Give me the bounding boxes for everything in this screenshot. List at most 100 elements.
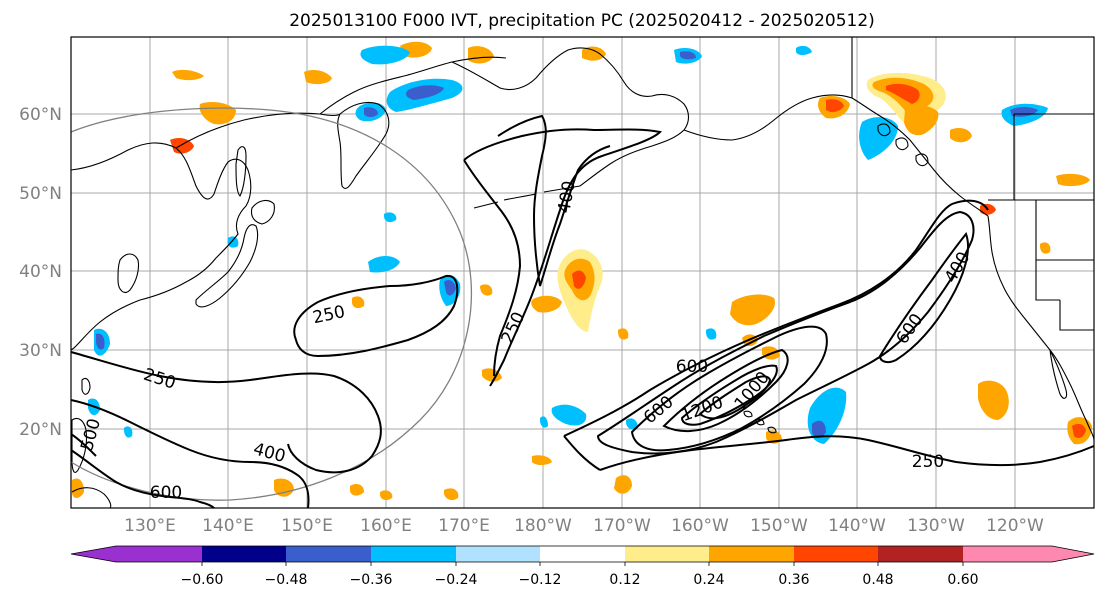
coastline-alaska-peninsula bbox=[683, 94, 853, 141]
coastline-sakhalin bbox=[235, 146, 247, 197]
coastline-japan-honshu bbox=[195, 224, 259, 308]
coastline-na-west bbox=[987, 215, 1095, 441]
precip-pos-gulf-alaska-peak bbox=[886, 83, 920, 104]
precip-pos-160e-20n bbox=[380, 490, 393, 501]
lon-label-120w: 120°W bbox=[986, 516, 1044, 536]
lon-label-130w: 130°W bbox=[907, 516, 965, 536]
precip-pos-170w-33n bbox=[618, 328, 629, 340]
lat-label-40n: 40°N bbox=[19, 262, 62, 282]
ivt-contour-400-southwest bbox=[70, 399, 310, 509]
colorbar-label-3: −0.36 bbox=[350, 572, 393, 588]
ivt-contour-250-trough-west bbox=[463, 159, 522, 377]
colorbar-label-4: −0.24 bbox=[435, 572, 478, 588]
precip-neg-170e-40n-core bbox=[444, 280, 456, 296]
precip-neg-160w-68n-b bbox=[796, 45, 812, 55]
ivt-contour-250-main-ar-close bbox=[563, 435, 601, 471]
precip-pos-150w-35n bbox=[730, 294, 776, 326]
longitude-labels: 130°E 140°E 150°E 160°E 170°E 180°W 170°… bbox=[124, 516, 1044, 536]
precip-neg-125e-25n-b bbox=[124, 426, 133, 438]
precip-neg-165w-28n bbox=[706, 328, 717, 340]
colorbar-segment-5 bbox=[456, 546, 540, 562]
colorbar-label-9: 0.48 bbox=[862, 572, 893, 588]
precip-pos-135e-55n bbox=[170, 138, 194, 154]
ivt-contour-250-trough bbox=[463, 128, 663, 387]
contour-label-600-southwest: 600 bbox=[150, 483, 182, 503]
colorbar-tick-labels: −0.60 −0.48 −0.36 −0.24 −0.12 0.12 0.24 … bbox=[181, 572, 979, 588]
colorbar-segment-10 bbox=[878, 546, 963, 562]
ivt-contour-600-main-ar bbox=[630, 325, 828, 452]
coastline-alaska-west bbox=[579, 53, 690, 187]
precip-neg-140w-22n-core bbox=[812, 420, 826, 438]
precip-pos-150e-67n bbox=[304, 70, 332, 85]
coastline-siberia-north bbox=[319, 56, 507, 115]
precip-neg-155e-45n bbox=[384, 212, 397, 223]
contour-label-250-ar-south: 250 bbox=[912, 452, 944, 472]
precip-pos-150e-35n bbox=[352, 296, 365, 309]
colorbar-segment-7 bbox=[625, 546, 709, 562]
precip-neg-130w-58n bbox=[859, 117, 898, 160]
colorbar-segment-4 bbox=[371, 546, 456, 562]
precip-pos-165w-15n bbox=[614, 475, 632, 494]
ivt-contour-400-main-ar bbox=[596, 210, 975, 455]
ivt-contour-800-core bbox=[698, 375, 772, 420]
precip-neg-160w-68n-core bbox=[680, 51, 696, 60]
colorbar-label-1: −0.60 bbox=[181, 572, 224, 588]
great-circle-arc bbox=[70, 107, 473, 501]
lon-label-130e: 130°E bbox=[124, 516, 176, 536]
precip-neg-170w-20n bbox=[626, 418, 638, 430]
colorbar-segment-3 bbox=[286, 546, 371, 562]
map-area: 250 250 250 250 400 400 400 600 600 600 … bbox=[70, 36, 1095, 509]
lon-label-170w: 170°W bbox=[593, 516, 651, 536]
coastline-baja bbox=[1049, 349, 1068, 399]
coastlines bbox=[70, 37, 1095, 509]
precip-pos-135e-67n bbox=[172, 69, 204, 81]
lon-label-170e: 170°E bbox=[438, 516, 490, 536]
coastline-borneo-north bbox=[71, 487, 112, 509]
colorbar-segment-8 bbox=[709, 546, 794, 562]
precip-pos-145e-15n bbox=[274, 478, 294, 497]
ivt-contour-250-southwest bbox=[70, 351, 382, 474]
colorbar-outline bbox=[70, 545, 1095, 563]
precip-neg-158e-57n-core bbox=[364, 107, 378, 117]
coastline-japan-hokkaido bbox=[250, 199, 275, 225]
precip-neg-180-22n bbox=[540, 416, 548, 428]
precip-pos-dateline-fringe bbox=[531, 295, 562, 313]
ivt-contour-400-trough bbox=[497, 114, 611, 287]
coastline-chukotka bbox=[451, 47, 601, 91]
precip-pos-125e-15n bbox=[72, 478, 84, 498]
ivt-contour-500-sw-corner bbox=[70, 433, 97, 457]
map-title: 2025013100 F000 IVT, precipitation PC (2… bbox=[289, 11, 875, 31]
lon-label-160w: 160°W bbox=[671, 516, 729, 536]
coastline-taiwan bbox=[81, 377, 91, 395]
coastline-philippines bbox=[71, 417, 88, 473]
lon-label-160e: 160°E bbox=[360, 516, 412, 536]
precip-neg-165e-62n-core bbox=[406, 85, 444, 100]
colorbar-segment-11 bbox=[963, 546, 1094, 562]
latitude-labels: 60°N 50°N 40°N 30°N 20°N bbox=[19, 105, 62, 440]
precip-pos-155e-15n bbox=[350, 484, 364, 496]
colorbar-label-7: 0.24 bbox=[693, 572, 724, 588]
coastline-okhotsk-north bbox=[175, 112, 341, 149]
precip-pos-130w-25n bbox=[978, 380, 1009, 420]
coastline-alaska-gulf bbox=[851, 97, 989, 217]
contour-labels: 250 250 250 250 400 400 400 600 600 600 … bbox=[77, 179, 974, 503]
coastline-kamchatka bbox=[337, 101, 390, 189]
colorbar-label-5: −0.12 bbox=[519, 572, 562, 588]
lon-label-150e: 150°E bbox=[281, 516, 333, 536]
ivt-contour-250-west-loop bbox=[293, 274, 459, 358]
precip-pos-170e-15n-b bbox=[532, 455, 552, 465]
lat-label-60n: 60°N bbox=[19, 105, 62, 125]
colorbar: −0.60 −0.48 −0.36 −0.24 −0.12 0.12 0.24 … bbox=[70, 545, 1095, 588]
ivt-contour-1200-core bbox=[680, 364, 778, 426]
border-canada-provinces bbox=[1013, 113, 1094, 200]
lat-label-20n: 20°N bbox=[19, 420, 62, 440]
precip-negative-shading bbox=[88, 45, 1048, 444]
precip-pos-130w-22n bbox=[1040, 242, 1051, 254]
precip-neg-145e-42n bbox=[227, 236, 239, 248]
lon-label-140e: 140°E bbox=[202, 516, 254, 536]
colorbar-label-8: 0.36 bbox=[778, 572, 809, 588]
precip-pos-170e-15n bbox=[444, 488, 459, 501]
map-frame bbox=[70, 36, 1095, 509]
precip-pos-175e-68n bbox=[468, 46, 494, 64]
lat-label-30n: 30°N bbox=[19, 341, 62, 361]
